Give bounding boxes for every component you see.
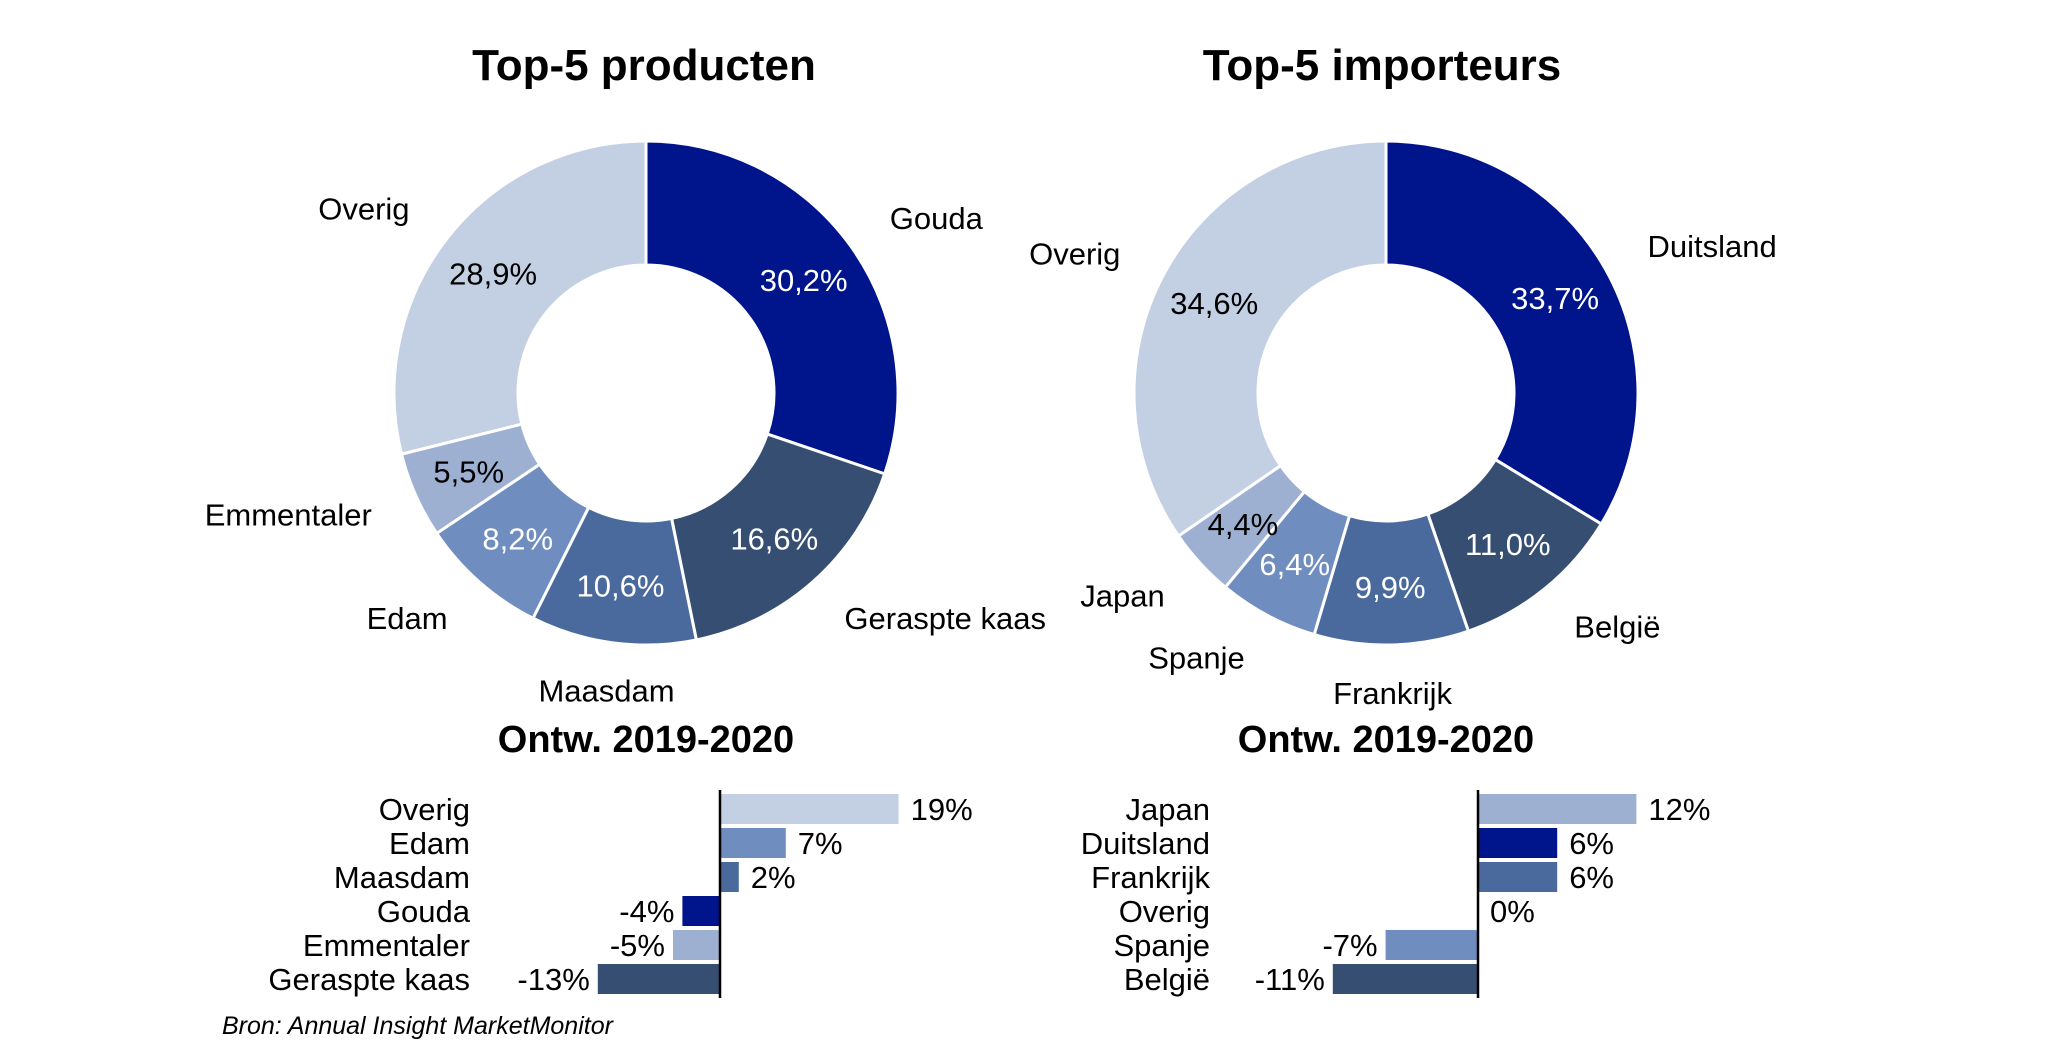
bar-value-label: -11% bbox=[1255, 962, 1325, 997]
donut-slice-overig bbox=[1132, 139, 1388, 539]
donut-category-label: Overig bbox=[1029, 236, 1120, 271]
donut-category-label: Frankrijk bbox=[1333, 676, 1452, 711]
donut-category-label: Overig bbox=[318, 191, 409, 226]
importers-donut-chart: 33,7% Duitsland 11,0% België 9,9% Frankrijk 6,… bbox=[1029, 139, 1777, 711]
bar-value-label: 7% bbox=[798, 826, 843, 861]
donut-category-label: Japan bbox=[1080, 579, 1164, 614]
donut-value-label: 9,9% bbox=[1355, 570, 1426, 605]
donut-value-label: 5,5% bbox=[433, 455, 504, 490]
donut-value-label: 34,6% bbox=[1170, 286, 1258, 321]
products-change-title: Ontw. 2019-2020 bbox=[498, 719, 794, 761]
bar-category-label: Overig bbox=[379, 792, 470, 827]
bar-value-label: -5% bbox=[610, 928, 665, 963]
bar-value-label: -7% bbox=[1322, 928, 1377, 963]
bar-value-label: 19% bbox=[911, 792, 973, 827]
donut-value-label: 16,6% bbox=[730, 522, 818, 557]
donut-category-label: Spanje bbox=[1148, 641, 1245, 676]
bar-value-label: 2% bbox=[751, 860, 796, 895]
bar-value-label: -4% bbox=[619, 894, 674, 929]
donut-slice-duitsland bbox=[1384, 139, 1640, 527]
donut-category-label: Edam bbox=[367, 601, 448, 636]
bar-category-label: Geraspte kaas bbox=[268, 962, 470, 997]
importers-change-title: Ontw. 2019-2020 bbox=[1238, 719, 1534, 761]
bar-value-label: 12% bbox=[1648, 792, 1710, 827]
donut-value-label: 10,6% bbox=[577, 568, 665, 603]
bar-geraspte-kaas bbox=[597, 964, 720, 994]
products-donut-title: Top-5 producten bbox=[472, 41, 816, 90]
importers-donut-title: Top-5 importeurs bbox=[1203, 41, 1562, 90]
bar-value-label: 6% bbox=[1569, 826, 1614, 861]
donut-category-label: België bbox=[1574, 610, 1660, 645]
donut-category-label: Emmentaler bbox=[205, 498, 372, 533]
donut-value-label: 30,2% bbox=[760, 263, 848, 298]
donut-slice-gouda bbox=[644, 139, 900, 476]
bar-japan bbox=[1478, 794, 1637, 824]
bar-maasdam bbox=[720, 862, 739, 892]
bar-category-label: Maasdam bbox=[334, 860, 470, 895]
donut-value-label: 8,2% bbox=[482, 522, 553, 557]
bar-spanje bbox=[1385, 930, 1478, 960]
donut-value-label: 33,7% bbox=[1511, 281, 1599, 316]
bar-belgie bbox=[1332, 964, 1478, 994]
source-note: Bron: Annual Insight MarketMonitor bbox=[222, 1012, 615, 1040]
importers-change-bar-chart: Japan 12% Duitsland 6% Frankrijk 6% Overig 0% Sp… bbox=[1081, 790, 1710, 998]
bar-category-label: Duitsland bbox=[1081, 826, 1210, 861]
donut-category-label: Maasdam bbox=[538, 673, 674, 708]
bar-gouda bbox=[682, 896, 720, 926]
donut-value-label: 4,4% bbox=[1208, 507, 1279, 542]
bar-edam bbox=[720, 828, 786, 858]
bar-value-label: 6% bbox=[1569, 860, 1614, 895]
bar-category-label: Japan bbox=[1126, 792, 1210, 827]
bar-duitsland bbox=[1478, 828, 1558, 858]
donut-value-label: 11,0% bbox=[1465, 527, 1551, 562]
bar-frankrijk bbox=[1478, 862, 1558, 892]
bar-value-label: -13% bbox=[517, 962, 589, 997]
donut-category-label: Duitsland bbox=[1648, 229, 1777, 264]
bar-category-label: Spanje bbox=[1113, 928, 1210, 963]
bar-category-label: Overig bbox=[1119, 894, 1210, 929]
donut-value-label: 28,9% bbox=[449, 257, 537, 292]
bar-category-label: België bbox=[1124, 962, 1210, 997]
donut-value-label: 6,4% bbox=[1259, 547, 1330, 582]
bar-overig bbox=[720, 794, 899, 824]
donut-category-label: Gouda bbox=[890, 201, 984, 236]
donut-category-label: Geraspte kaas bbox=[844, 601, 1046, 636]
bar-category-label: Edam bbox=[389, 826, 470, 861]
bar-emmentaler bbox=[673, 930, 720, 960]
bar-category-label: Emmentaler bbox=[303, 928, 470, 963]
bar-category-label: Gouda bbox=[377, 894, 471, 929]
bar-value-label: 0% bbox=[1490, 894, 1535, 929]
products-change-bar-chart: Overig 19% Edam 7% Maasdam 2% Gouda -4% Emmental… bbox=[268, 790, 973, 998]
bar-category-label: Frankrijk bbox=[1091, 860, 1210, 895]
donut-slice-overig bbox=[392, 139, 648, 456]
donut-slice-geraspte-kaas bbox=[669, 432, 887, 642]
products-donut-chart: 30,2% Gouda 16,6% Geraspte kaas 10,6% Maasdam… bbox=[205, 139, 1046, 708]
